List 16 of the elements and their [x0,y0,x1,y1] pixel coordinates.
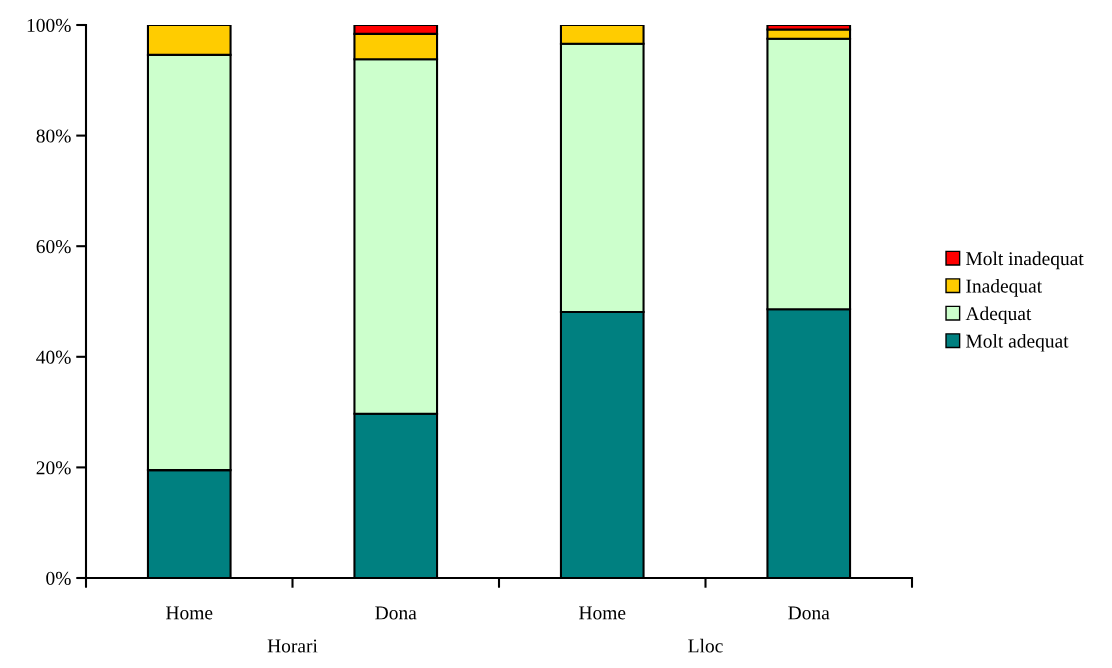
y-tick-label: 100% [27,18,71,32]
text: Horari [267,639,318,653]
y-tick-label: 60% [36,240,71,254]
y-tick-label: 0% [46,571,71,585]
y-tick-label: 80% [36,129,71,143]
x-tick-label: Home [166,606,213,620]
legend-label: Molt inadequat [966,251,1084,270]
legend-label: Inadequat [966,279,1043,297]
x-tick-label: Dona [788,606,830,620]
y-tick-label: 40% [36,350,71,364]
x-tick-label: Home [579,606,626,620]
legend-label: Adequat [965,306,1032,325]
text: Lloc [688,638,723,653]
x-tick-label: Dona [375,606,417,620]
legend-label: Molt adequat [966,333,1069,352]
y-tick-label: 20% [36,461,71,475]
